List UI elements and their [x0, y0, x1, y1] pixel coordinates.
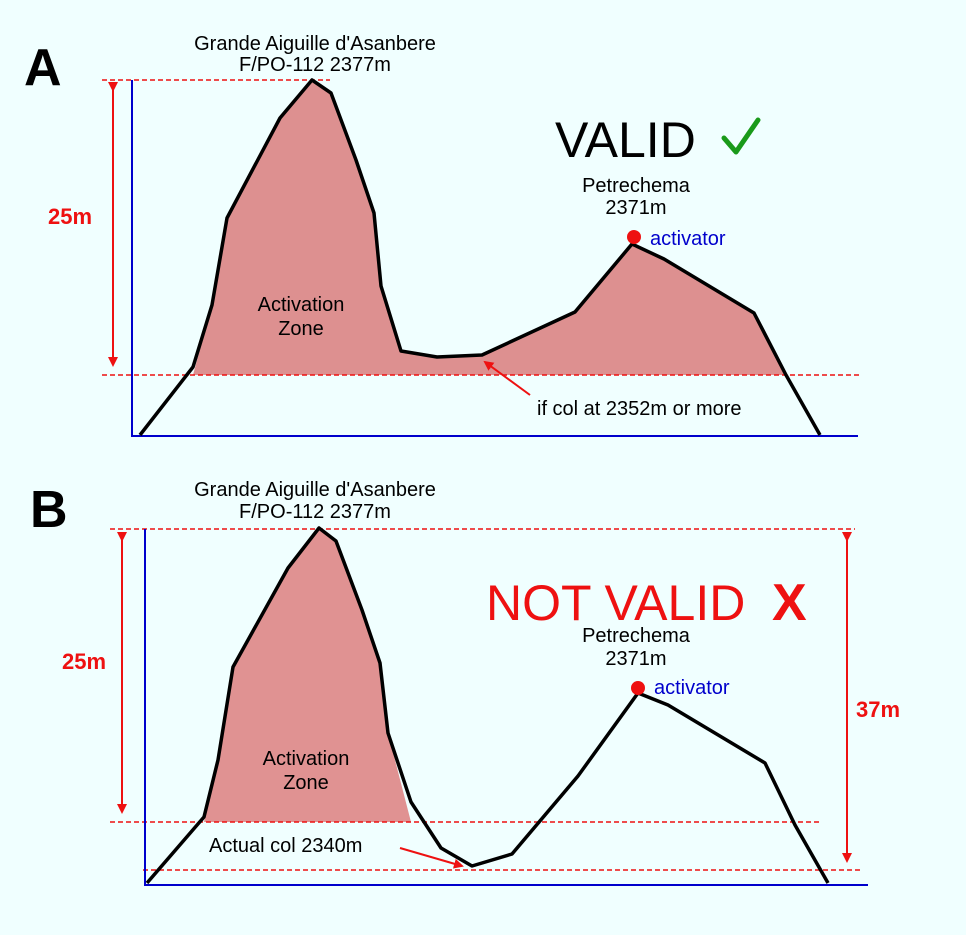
panel-b-activation-zone [204, 528, 411, 822]
panel-a-summit-ref: F/PO-112 2377m [239, 54, 391, 76]
panel-a-subpeak-elev: 2371m [605, 197, 666, 219]
panel-a-terrain-profile [138, 78, 822, 437]
panel-b-subpeak-name: Petrechema [582, 625, 691, 647]
panel-b-summit-name: Grande Aiguille d'Asanbere [194, 479, 436, 501]
panel-b-terrain-profile [145, 526, 830, 885]
panel-a-status: VALID [555, 112, 696, 168]
panel-b: B 25m 37m Grande Aiguille d'Asanbere F/P… [30, 479, 900, 886]
panel-b-summit-ref: F/PO-112 2377m [239, 501, 391, 523]
panel-a-activator-dot [627, 230, 641, 244]
panel-b-activator-label: activator [654, 677, 730, 699]
panel-b-col-note: Actual col 2340m [209, 835, 362, 857]
panel-a: A 25m Grande Aiguille d'Asanbere F/PO-11… [24, 33, 860, 437]
panel-b-right-dimension-label: 37m [856, 697, 900, 722]
panel-a-zone-label-line1: Activation [258, 294, 345, 316]
panel-a-dimension-label: 25m [48, 204, 92, 229]
panel-a-col-arrow [483, 360, 531, 396]
panel-b-subpeak-elev: 2371m [605, 648, 666, 670]
panel-b-col-arrow [399, 847, 464, 869]
panel-a-activation-zone [193, 80, 786, 375]
panel-b-zone-label-line2: Zone [283, 772, 329, 794]
check-icon [721, 117, 761, 155]
panel-b-zone-label-line1: Activation [263, 748, 350, 770]
panel-a-letter: A [24, 39, 62, 97]
panel-b-activator-dot [631, 681, 645, 695]
panel-a-activator-label: activator [650, 228, 726, 250]
panel-b-letter: B [30, 481, 68, 539]
panel-a-subpeak-name: Petrechema [582, 175, 691, 197]
x-mark-icon: X [772, 574, 807, 632]
panel-a-zone-label-line2: Zone [278, 318, 324, 340]
panel-b-status: NOT VALID [486, 575, 745, 631]
panel-a-summit-name: Grande Aiguille d'Asanbere [194, 33, 436, 55]
panel-a-col-note: if col at 2352m or more [537, 398, 742, 420]
panel-b-dimension-label: 25m [62, 649, 106, 674]
